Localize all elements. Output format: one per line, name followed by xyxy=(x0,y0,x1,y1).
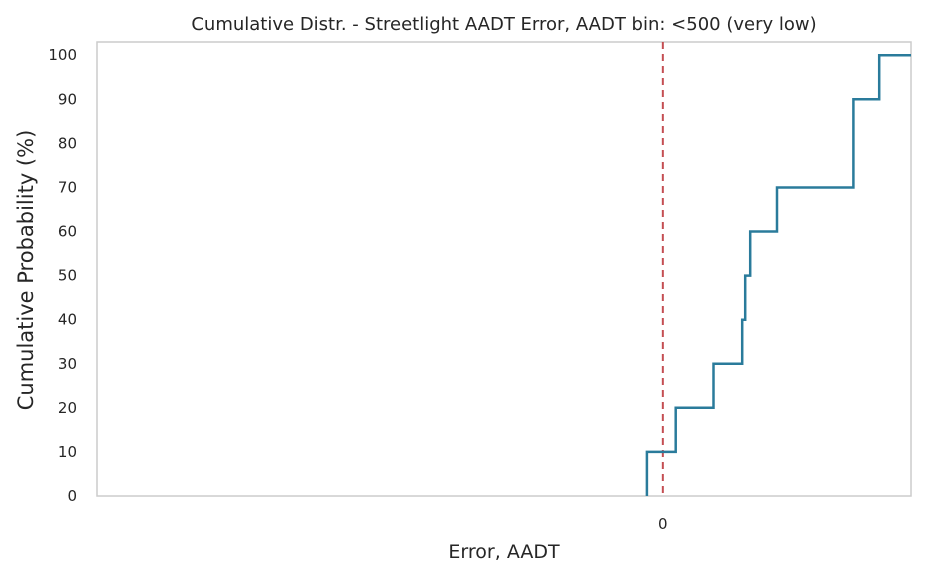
plot-area: 0 10 20 30 40 50 60 70 80 90 100 0 xyxy=(48,41,912,533)
y-tick-label: 90 xyxy=(58,90,77,108)
y-tick-label: 70 xyxy=(58,178,77,196)
x-axis-label: Error, AADT xyxy=(448,541,560,563)
y-tick-label: 30 xyxy=(58,355,77,373)
y-axis-ticks: 0 10 20 30 40 50 60 70 80 90 100 xyxy=(48,46,77,505)
y-axis-label: Cumulative Probability (%) xyxy=(14,130,38,411)
y-tick-label: 60 xyxy=(58,223,77,241)
x-tick-label: 0 xyxy=(658,515,668,533)
x-axis-ticks: 0 xyxy=(658,515,668,533)
y-tick-label: 80 xyxy=(58,134,77,152)
y-tick-label: 20 xyxy=(58,399,77,417)
y-tick-label: 10 xyxy=(58,443,77,461)
chart-title: Cumulative Distr. - Streetlight AADT Err… xyxy=(191,14,816,35)
cdf-series-line xyxy=(645,53,911,496)
y-tick-label: 100 xyxy=(48,46,77,64)
y-tick-label: 50 xyxy=(58,267,77,285)
y-tick-label: 0 xyxy=(67,487,77,505)
axes-frame xyxy=(96,41,912,497)
y-tick-label: 40 xyxy=(58,311,77,329)
